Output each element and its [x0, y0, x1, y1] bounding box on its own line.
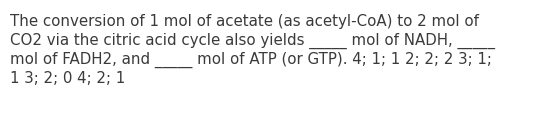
- Text: The conversion of 1 mol of acetate (as acetyl-CoA) to 2 mol of: The conversion of 1 mol of acetate (as a…: [10, 14, 479, 29]
- Text: 1 3; 2; 0 4; 2; 1: 1 3; 2; 0 4; 2; 1: [10, 71, 125, 86]
- Text: CO2 via the citric acid cycle also yields _____ mol of NADH, _____: CO2 via the citric acid cycle also yield…: [10, 33, 495, 49]
- Text: mol of FADH2, and _____ mol of ATP (or GTP). 4; 1; 1 2; 2; 2 3; 1;: mol of FADH2, and _____ mol of ATP (or G…: [10, 52, 492, 68]
